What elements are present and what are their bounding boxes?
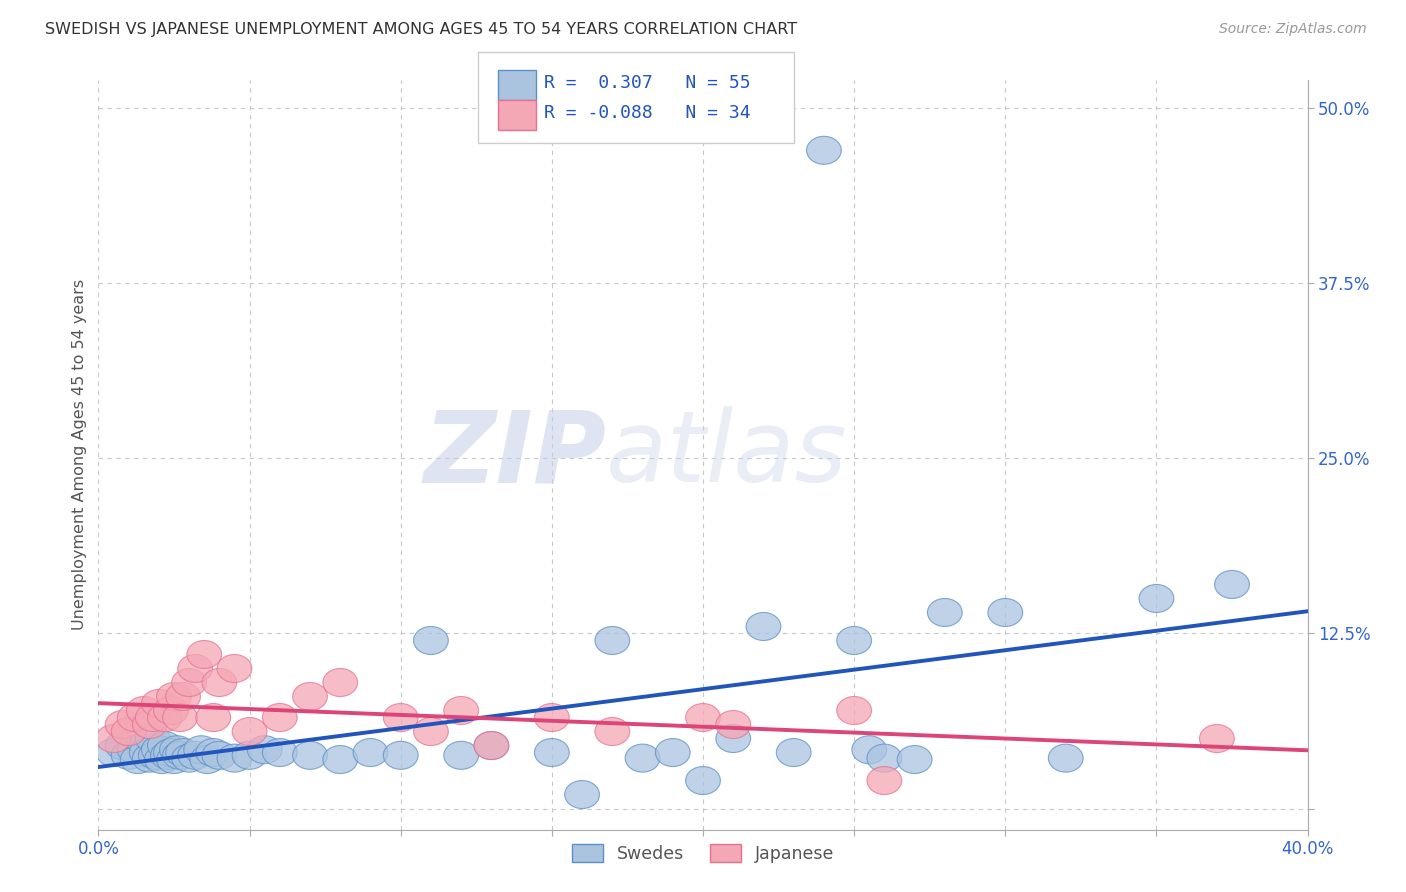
Ellipse shape: [807, 136, 841, 164]
Ellipse shape: [138, 741, 173, 769]
Ellipse shape: [686, 704, 720, 731]
Ellipse shape: [413, 626, 449, 655]
Ellipse shape: [1199, 724, 1234, 753]
Ellipse shape: [353, 739, 388, 766]
Ellipse shape: [153, 739, 188, 766]
Ellipse shape: [232, 741, 267, 769]
Ellipse shape: [444, 697, 478, 724]
Ellipse shape: [96, 724, 131, 753]
Ellipse shape: [184, 736, 218, 764]
Ellipse shape: [565, 780, 599, 808]
Ellipse shape: [96, 739, 131, 766]
Ellipse shape: [172, 668, 207, 697]
Ellipse shape: [217, 744, 252, 772]
Ellipse shape: [172, 744, 207, 772]
Ellipse shape: [217, 655, 252, 682]
Ellipse shape: [195, 739, 231, 766]
Ellipse shape: [129, 739, 165, 766]
Ellipse shape: [156, 682, 191, 711]
Text: atlas: atlas: [606, 407, 848, 503]
Ellipse shape: [132, 744, 167, 772]
Ellipse shape: [142, 736, 176, 764]
Ellipse shape: [195, 704, 231, 731]
Ellipse shape: [202, 741, 236, 769]
Ellipse shape: [111, 741, 146, 769]
Ellipse shape: [166, 739, 201, 766]
Ellipse shape: [686, 766, 720, 795]
Text: R = -0.088   N = 34: R = -0.088 N = 34: [544, 104, 751, 122]
Ellipse shape: [163, 741, 197, 769]
Ellipse shape: [135, 704, 170, 731]
Ellipse shape: [292, 682, 328, 711]
Ellipse shape: [105, 731, 141, 759]
Ellipse shape: [127, 727, 162, 756]
Ellipse shape: [145, 746, 180, 773]
Ellipse shape: [1215, 571, 1250, 599]
Ellipse shape: [837, 697, 872, 724]
Ellipse shape: [132, 711, 167, 739]
Ellipse shape: [190, 746, 225, 773]
Ellipse shape: [1139, 584, 1174, 613]
Ellipse shape: [323, 746, 357, 773]
Ellipse shape: [142, 690, 176, 717]
Ellipse shape: [384, 741, 418, 769]
Ellipse shape: [474, 731, 509, 759]
Ellipse shape: [655, 739, 690, 766]
Ellipse shape: [232, 717, 267, 746]
Ellipse shape: [135, 724, 170, 753]
Ellipse shape: [148, 731, 183, 759]
Ellipse shape: [111, 717, 146, 746]
Ellipse shape: [595, 626, 630, 655]
Ellipse shape: [153, 697, 188, 724]
Y-axis label: Unemployment Among Ages 45 to 54 years: Unemployment Among Ages 45 to 54 years: [72, 279, 87, 631]
Ellipse shape: [897, 746, 932, 773]
Ellipse shape: [534, 739, 569, 766]
Ellipse shape: [444, 741, 478, 769]
Ellipse shape: [263, 704, 297, 731]
Ellipse shape: [177, 655, 212, 682]
Ellipse shape: [156, 746, 191, 773]
Ellipse shape: [852, 736, 887, 764]
Ellipse shape: [202, 668, 236, 697]
Text: Source: ZipAtlas.com: Source: ZipAtlas.com: [1219, 22, 1367, 37]
Ellipse shape: [595, 717, 630, 746]
Ellipse shape: [323, 668, 357, 697]
Ellipse shape: [163, 704, 197, 731]
Ellipse shape: [127, 697, 162, 724]
Ellipse shape: [747, 613, 780, 640]
Ellipse shape: [121, 746, 155, 773]
Text: R =  0.307   N = 55: R = 0.307 N = 55: [544, 74, 751, 92]
Ellipse shape: [837, 626, 872, 655]
Ellipse shape: [384, 704, 418, 731]
Ellipse shape: [776, 739, 811, 766]
Ellipse shape: [263, 739, 297, 766]
Ellipse shape: [177, 741, 212, 769]
Ellipse shape: [160, 736, 194, 764]
Ellipse shape: [928, 599, 962, 626]
Ellipse shape: [247, 736, 283, 764]
Ellipse shape: [716, 724, 751, 753]
Ellipse shape: [150, 741, 186, 769]
Ellipse shape: [166, 682, 201, 711]
Ellipse shape: [474, 731, 509, 759]
Ellipse shape: [292, 741, 328, 769]
Ellipse shape: [716, 711, 751, 739]
Legend: Swedes, Japanese: Swedes, Japanese: [565, 837, 841, 870]
Ellipse shape: [534, 704, 569, 731]
Ellipse shape: [1049, 744, 1083, 772]
Ellipse shape: [868, 766, 901, 795]
Text: SWEDISH VS JAPANESE UNEMPLOYMENT AMONG AGES 45 TO 54 YEARS CORRELATION CHART: SWEDISH VS JAPANESE UNEMPLOYMENT AMONG A…: [45, 22, 797, 37]
Ellipse shape: [868, 744, 901, 772]
Ellipse shape: [117, 704, 152, 731]
Ellipse shape: [117, 736, 152, 764]
Text: ZIP: ZIP: [423, 407, 606, 503]
Ellipse shape: [105, 711, 141, 739]
Ellipse shape: [187, 640, 222, 668]
Ellipse shape: [148, 704, 183, 731]
Ellipse shape: [626, 744, 659, 772]
Ellipse shape: [988, 599, 1022, 626]
Ellipse shape: [413, 717, 449, 746]
